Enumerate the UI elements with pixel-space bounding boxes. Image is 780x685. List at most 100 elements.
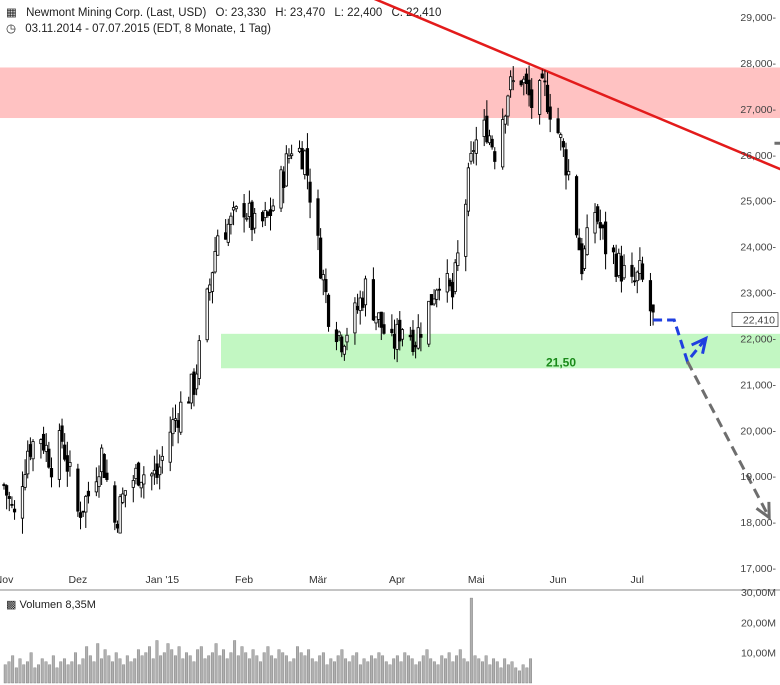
candle xyxy=(355,293,360,314)
volume-bar xyxy=(344,658,348,684)
candle xyxy=(86,481,91,504)
x-tick-label: Jan '15 xyxy=(146,574,180,586)
candle xyxy=(593,203,597,244)
volume-bar xyxy=(340,649,344,684)
candle xyxy=(26,440,30,479)
candle xyxy=(287,148,291,164)
volume-bar xyxy=(377,652,381,684)
bullish-arrowhead xyxy=(691,335,708,355)
candle xyxy=(250,199,254,242)
volume-bar xyxy=(273,658,277,684)
volume-bar xyxy=(140,655,144,684)
candle-body xyxy=(23,474,27,488)
candle-body xyxy=(638,260,642,274)
candle-body xyxy=(651,304,655,313)
candle xyxy=(63,433,67,462)
instrument-name: Newmont Mining Corp. (Last, USD) xyxy=(26,7,207,19)
candle xyxy=(567,159,571,181)
candle-body xyxy=(205,288,209,341)
candle xyxy=(303,149,307,180)
candle-body xyxy=(86,490,91,497)
volume-bar xyxy=(159,655,163,684)
candle-body xyxy=(308,181,312,203)
candle-body xyxy=(509,76,513,91)
candle-body xyxy=(487,135,492,144)
candle-body xyxy=(416,327,420,349)
volume-bar xyxy=(418,661,422,684)
candle-body xyxy=(97,476,101,487)
candle-body xyxy=(445,273,449,293)
candle-body xyxy=(263,209,267,218)
candle xyxy=(501,108,505,170)
candle-body xyxy=(44,444,48,452)
volume-bar xyxy=(59,661,63,684)
volume-bar xyxy=(388,664,392,684)
candle-body xyxy=(10,503,14,506)
candle-body xyxy=(319,237,323,279)
candle xyxy=(266,210,270,218)
candle-body xyxy=(324,279,328,293)
candle xyxy=(580,238,584,281)
candle-body xyxy=(593,212,597,234)
candle-body xyxy=(585,227,589,256)
candle xyxy=(487,129,492,146)
candle xyxy=(118,494,122,534)
volume-bar xyxy=(14,667,18,684)
candle xyxy=(585,214,589,256)
candle xyxy=(234,205,238,213)
candle-body xyxy=(474,139,478,154)
candle xyxy=(603,211,608,270)
candle-body xyxy=(633,280,637,283)
candle xyxy=(635,270,639,294)
volume-bar xyxy=(55,667,59,684)
volume-bar xyxy=(225,658,229,684)
candle-body xyxy=(400,329,405,340)
candle-body xyxy=(250,201,254,231)
volume-bar xyxy=(96,643,100,684)
candle-body xyxy=(195,373,199,390)
candle xyxy=(5,484,9,510)
candle xyxy=(490,135,494,150)
candle xyxy=(379,311,383,341)
candle xyxy=(527,65,531,107)
candle xyxy=(564,142,568,190)
candle-body xyxy=(134,467,138,479)
volume-bar xyxy=(518,670,521,684)
volume-bar xyxy=(421,655,425,684)
volume-bar xyxy=(310,658,314,684)
candle-body xyxy=(234,206,238,210)
candle xyxy=(308,168,312,219)
candle-body xyxy=(419,334,423,338)
candle-body xyxy=(466,167,470,212)
volume-bar xyxy=(521,664,525,684)
candle-body xyxy=(598,222,602,229)
candle xyxy=(224,219,228,240)
volume-bar xyxy=(7,661,11,684)
candle-body xyxy=(501,119,505,168)
volume-bar xyxy=(347,661,351,684)
volume-bar xyxy=(92,661,96,684)
candle-body xyxy=(247,202,251,217)
candle xyxy=(633,267,637,286)
volume-bar xyxy=(455,655,459,684)
volume-bar xyxy=(144,652,148,684)
candle-body xyxy=(102,454,106,479)
candle-body xyxy=(355,305,360,311)
candle-body xyxy=(245,217,249,220)
volume-bar xyxy=(303,655,307,684)
y-tick-label: 17,000- xyxy=(740,563,776,575)
volume-bar xyxy=(321,652,325,684)
volume-bar xyxy=(447,652,451,684)
candle xyxy=(506,94,510,126)
volume-bar xyxy=(77,664,81,684)
volume-bar xyxy=(403,652,407,684)
candle-body xyxy=(648,280,653,312)
candle xyxy=(142,466,146,499)
candle xyxy=(326,293,331,332)
candle-body xyxy=(41,433,46,451)
candle xyxy=(456,240,460,272)
candle xyxy=(158,454,162,490)
candlestick-icon: ▦ xyxy=(6,7,17,19)
candle-body xyxy=(142,474,146,485)
candle xyxy=(651,304,655,326)
